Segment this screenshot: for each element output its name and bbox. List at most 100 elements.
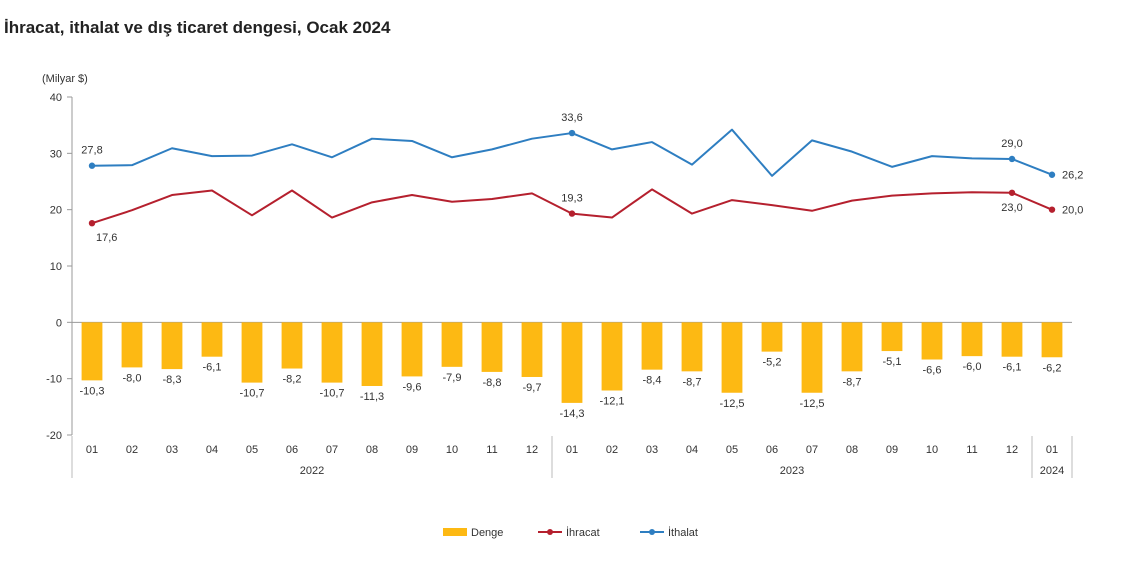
denge-data-label: -10,7 bbox=[319, 388, 344, 400]
denge-data-label: -6,1 bbox=[1003, 362, 1022, 374]
x-tick-label: 02 bbox=[126, 444, 138, 456]
denge-bar bbox=[601, 322, 623, 391]
line-series: 17,6 19,3 23,0 20,0 27,8 33,6 29,0 26,2 bbox=[81, 112, 1083, 244]
denge-data-label: -11,3 bbox=[360, 391, 384, 403]
ithalat-marker bbox=[1008, 155, 1016, 163]
denge-bar bbox=[561, 322, 583, 403]
ihracat-data-label: 19,3 bbox=[561, 193, 582, 205]
x-tick-label: 02 bbox=[606, 444, 618, 456]
denge-data-label: -6,6 bbox=[923, 365, 942, 377]
denge-data-label: -8,7 bbox=[843, 376, 862, 388]
year-label: 2024 bbox=[1040, 465, 1064, 477]
legend-ihracat-label: İhracat bbox=[566, 526, 600, 539]
x-tick-label: 12 bbox=[526, 444, 538, 456]
denge-data-label: -8,3 bbox=[163, 374, 182, 386]
denge-data-label: -12,1 bbox=[599, 395, 624, 407]
legend-ihracat-marker bbox=[547, 529, 553, 535]
ithalat-data-label: 27,8 bbox=[81, 145, 102, 157]
denge-bar bbox=[481, 322, 503, 372]
denge-bar bbox=[161, 322, 183, 370]
denge-data-label: -6,2 bbox=[1043, 362, 1062, 374]
legend-ithalat-marker bbox=[649, 529, 655, 535]
year-label: 2023 bbox=[780, 465, 804, 477]
denge-bar bbox=[641, 322, 663, 370]
denge-bar bbox=[281, 322, 303, 369]
x-tick-label: 09 bbox=[886, 444, 898, 456]
ithalat-data-label: 29,0 bbox=[1001, 138, 1022, 150]
denge-bar bbox=[1001, 322, 1023, 357]
x-tick-label: 07 bbox=[326, 444, 338, 456]
denge-bar bbox=[401, 322, 423, 377]
legend: Denge İhracat İthalat bbox=[443, 526, 698, 539]
x-tick-label: 10 bbox=[926, 444, 938, 456]
x-tick-label: 03 bbox=[166, 444, 178, 456]
denge-data-label: -10,7 bbox=[239, 388, 264, 400]
denge-bars: -10,3 -8,0 -8,3 -6,1 -10,7 -8,2 -10,7 -11,3 -9,6… bbox=[79, 322, 1063, 420]
y-axis-label: (Milyar $) bbox=[42, 73, 88, 85]
y-tick-label: -10 bbox=[46, 374, 62, 386]
denge-bar bbox=[801, 322, 823, 393]
denge-data-label: -9,7 bbox=[523, 382, 542, 394]
denge-data-label: -6,1 bbox=[203, 362, 222, 374]
denge-bar bbox=[121, 322, 143, 368]
x-tick-label: 06 bbox=[286, 444, 298, 456]
legend-denge-label: Denge bbox=[471, 527, 503, 539]
ihracat-data-label: 17,6 bbox=[96, 232, 117, 244]
ihracat-marker bbox=[568, 210, 576, 217]
y-tick-label: 30 bbox=[50, 148, 62, 160]
denge-data-label: -5,2 bbox=[763, 357, 782, 369]
denge-data-label: -6,0 bbox=[963, 361, 982, 373]
denge-data-label: -5,1 bbox=[883, 356, 902, 368]
y-tick-label: 0 bbox=[56, 317, 62, 329]
legend-denge-swatch bbox=[443, 528, 467, 536]
denge-bar bbox=[81, 322, 103, 381]
ihracat-marker bbox=[1048, 206, 1056, 213]
denge-data-label: -8,0 bbox=[123, 372, 142, 384]
denge-bar bbox=[521, 322, 543, 377]
denge-data-label: -12,5 bbox=[799, 398, 824, 410]
x-tick-label: 11 bbox=[486, 444, 497, 456]
x-tick-label: 09 bbox=[406, 444, 418, 456]
denge-data-label: -8,4 bbox=[643, 375, 662, 387]
denge-data-label: -10,3 bbox=[79, 385, 104, 397]
denge-bar bbox=[241, 322, 263, 383]
x-tick-label: 06 bbox=[766, 444, 778, 456]
y-axis: -20 -10 0 10 20 30 40 bbox=[46, 92, 1072, 442]
denge-bar bbox=[761, 322, 783, 352]
denge-bar bbox=[921, 322, 943, 360]
denge-bar bbox=[321, 322, 343, 383]
denge-data-label: -9,6 bbox=[403, 381, 422, 393]
x-tick-label: 04 bbox=[206, 444, 218, 456]
ithalat-data-label: 26,2 bbox=[1062, 170, 1083, 182]
x-tick-label: 08 bbox=[846, 444, 858, 456]
x-tick-label: 07 bbox=[806, 444, 818, 456]
ihracat-data-label: 20,0 bbox=[1062, 205, 1083, 217]
x-tick-label: 11 bbox=[966, 444, 977, 456]
denge-bar bbox=[681, 322, 703, 372]
x-tick-label: 12 bbox=[1006, 444, 1018, 456]
denge-data-label: -12,5 bbox=[719, 398, 744, 410]
denge-data-label: -8,8 bbox=[483, 377, 502, 389]
ihracat-data-label: 23,0 bbox=[1001, 202, 1022, 214]
x-tick-label: 04 bbox=[686, 444, 698, 456]
denge-bar bbox=[961, 322, 983, 357]
denge-data-label: -8,7 bbox=[683, 376, 702, 388]
ithalat-marker bbox=[1048, 171, 1056, 178]
x-tick-label: 05 bbox=[726, 444, 738, 456]
denge-data-label: -7,9 bbox=[443, 372, 462, 384]
x-tick-label: 10 bbox=[446, 444, 458, 456]
denge-bar bbox=[1041, 322, 1063, 358]
y-tick-label: 10 bbox=[50, 261, 62, 273]
denge-bar bbox=[721, 322, 743, 393]
denge-bar bbox=[361, 322, 383, 386]
ithalat-marker bbox=[88, 162, 96, 169]
ithalat-line bbox=[91, 128, 1053, 177]
x-tick-label: 01 bbox=[566, 444, 578, 456]
x-tick-label: 01 bbox=[86, 444, 98, 456]
x-axis: 01 02 03 04 05 06 07 08 09 10 11 12 01 02 03 04 05 06 07 08… bbox=[71, 436, 1073, 478]
ihracat-marker bbox=[88, 219, 96, 227]
ithalat-marker bbox=[568, 129, 576, 137]
denge-bar bbox=[881, 322, 903, 352]
chart-title: İhracat, ithalat ve dış ticaret dengesi,… bbox=[4, 18, 391, 37]
